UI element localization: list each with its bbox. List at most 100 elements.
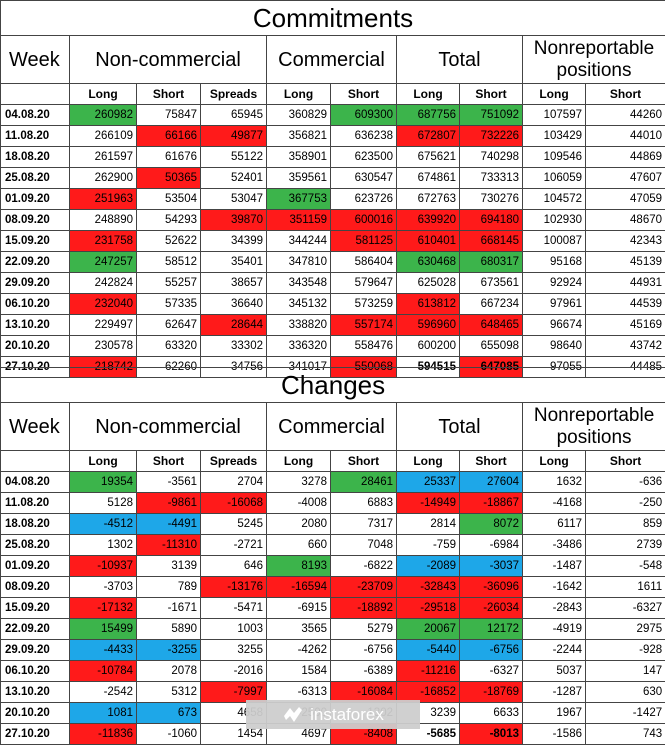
value-cell: 680317: [460, 252, 523, 273]
value-cell: -1287: [523, 682, 586, 703]
nonreportable-header: Nonreportable positions: [523, 36, 665, 84]
value-cell: 623500: [331, 147, 397, 168]
value-cell: 27604: [460, 472, 523, 493]
value-cell: 43742: [586, 336, 665, 357]
value-cell: -548: [586, 556, 665, 577]
value-cell: 65945: [201, 105, 267, 126]
week-header: Week: [1, 403, 70, 451]
value-cell: 600016: [331, 210, 397, 231]
value-cell: 261597: [70, 147, 137, 168]
value-cell: 609300: [331, 105, 397, 126]
column-subheader: Short: [137, 84, 201, 105]
value-cell: 2739: [586, 535, 665, 556]
week-cell: 18.08.20: [1, 514, 70, 535]
value-cell: 668145: [460, 231, 523, 252]
column-subheader: Long: [523, 84, 586, 105]
value-cell: 675621: [397, 147, 460, 168]
value-cell: 345132: [267, 294, 331, 315]
value-cell: 35401: [201, 252, 267, 273]
value-cell: 687756: [397, 105, 460, 126]
value-cell: 62647: [137, 315, 201, 336]
value-cell: 55257: [137, 273, 201, 294]
value-cell: -4512: [70, 514, 137, 535]
week-cell: 11.08.20: [1, 493, 70, 514]
value-cell: 630: [586, 682, 665, 703]
commercial-header: Commercial: [267, 403, 397, 451]
value-cell: 3139: [137, 556, 201, 577]
value-cell: 1081: [70, 703, 137, 724]
value-cell: -4168: [523, 493, 586, 514]
value-cell: 740298: [460, 147, 523, 168]
column-subheader: Short: [586, 451, 665, 472]
noncommercial-header: Non-commercial: [70, 403, 267, 451]
value-cell: 55122: [201, 147, 267, 168]
week-cell: 25.08.20: [1, 535, 70, 556]
week-cell: 22.09.20: [1, 619, 70, 640]
value-cell: 52622: [137, 231, 201, 252]
column-subheader: Long: [70, 451, 137, 472]
value-cell: 1611: [586, 577, 665, 598]
value-cell: 230578: [70, 336, 137, 357]
week-cell: 04.08.20: [1, 105, 70, 126]
value-cell: -3703: [70, 577, 137, 598]
value-cell: 66166: [137, 126, 201, 147]
value-cell: 1584: [267, 661, 331, 682]
value-cell: 5037: [523, 661, 586, 682]
value-cell: -36096: [460, 577, 523, 598]
value-cell: 48670: [586, 210, 665, 231]
value-cell: -16594: [267, 577, 331, 598]
value-cell: -23709: [331, 577, 397, 598]
week-cell: 18.08.20: [1, 147, 70, 168]
value-cell: 667234: [460, 294, 523, 315]
week-cell: 11.08.20: [1, 126, 70, 147]
value-cell: -2843: [523, 598, 586, 619]
column-subheader: Long: [267, 84, 331, 105]
value-cell: -4008: [267, 493, 331, 514]
value-cell: -928: [586, 640, 665, 661]
value-cell: -6822: [331, 556, 397, 577]
value-cell: 356821: [267, 126, 331, 147]
value-cell: -759: [397, 535, 460, 556]
value-cell: 743: [586, 724, 665, 745]
value-cell: 58512: [137, 252, 201, 273]
value-cell: 859: [586, 514, 665, 535]
value-cell: -2089: [397, 556, 460, 577]
value-cell: -18892: [331, 598, 397, 619]
value-cell: 2080: [267, 514, 331, 535]
value-cell: 47059: [586, 189, 665, 210]
value-cell: 147: [586, 661, 665, 682]
value-cell: 8072: [460, 514, 523, 535]
value-cell: -3561: [137, 472, 201, 493]
value-cell: 1632: [523, 472, 586, 493]
value-cell: -6327: [460, 661, 523, 682]
value-cell: 336320: [267, 336, 331, 357]
value-cell: 789: [137, 577, 201, 598]
value-cell: 2814: [397, 514, 460, 535]
value-cell: 6883: [331, 493, 397, 514]
value-cell: -1586: [523, 724, 586, 745]
value-cell: 630468: [397, 252, 460, 273]
value-cell: -9861: [137, 493, 201, 514]
changes-table: Changes Week Non-commercial Commercial T…: [0, 367, 665, 745]
value-cell: 579647: [331, 273, 397, 294]
value-cell: 5312: [137, 682, 201, 703]
week-cell: 15.09.20: [1, 231, 70, 252]
value-cell: -17132: [70, 598, 137, 619]
value-cell: 45139: [586, 252, 665, 273]
week-cell: 08.09.20: [1, 577, 70, 598]
value-cell: 343548: [267, 273, 331, 294]
value-cell: 45169: [586, 315, 665, 336]
value-cell: 573259: [331, 294, 397, 315]
value-cell: -6915: [267, 598, 331, 619]
value-cell: -5471: [201, 598, 267, 619]
week-cell: 13.10.20: [1, 315, 70, 336]
value-cell: -6984: [460, 535, 523, 556]
value-cell: 5128: [70, 493, 137, 514]
value-cell: 96674: [523, 315, 586, 336]
